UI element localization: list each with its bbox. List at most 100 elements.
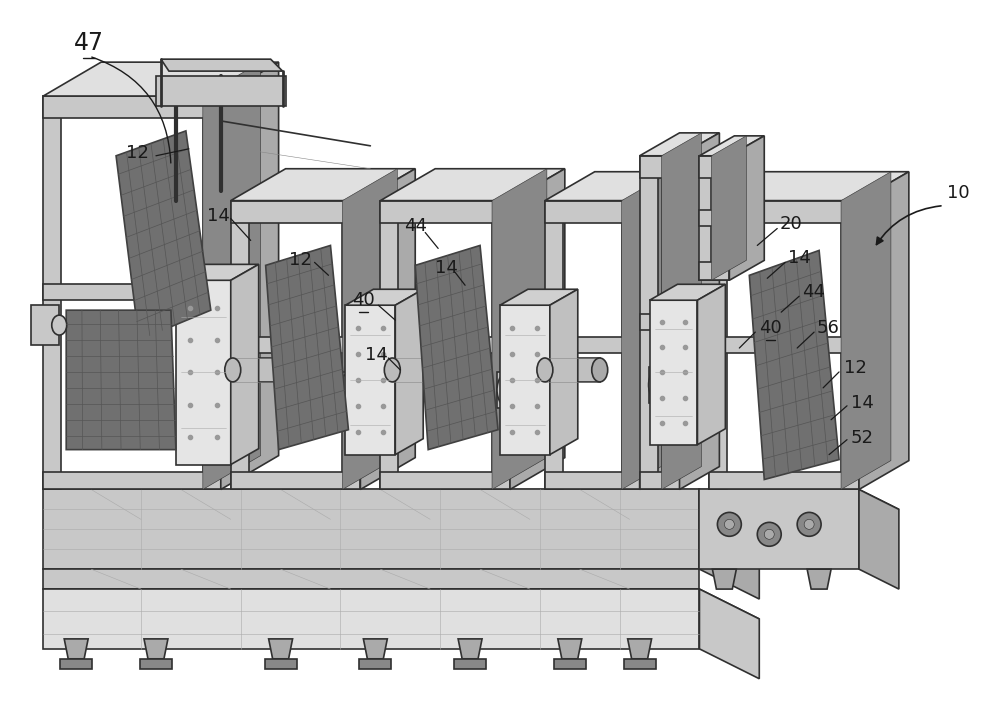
Polygon shape [395, 289, 423, 454]
Polygon shape [699, 489, 759, 599]
Polygon shape [640, 133, 719, 156]
Polygon shape [116, 131, 211, 340]
Polygon shape [43, 96, 221, 118]
Polygon shape [841, 172, 891, 489]
Bar [497, 372, 519, 408]
Ellipse shape [442, 358, 458, 382]
Polygon shape [176, 264, 259, 280]
Polygon shape [545, 201, 563, 489]
Text: 40: 40 [759, 319, 782, 337]
Polygon shape [640, 156, 658, 489]
Polygon shape [699, 136, 764, 156]
Polygon shape [66, 310, 176, 449]
Polygon shape [699, 156, 717, 280]
Polygon shape [221, 62, 279, 489]
Ellipse shape [225, 358, 241, 382]
Polygon shape [699, 156, 729, 178]
Text: 12: 12 [126, 144, 148, 162]
Ellipse shape [185, 383, 207, 417]
Circle shape [764, 529, 774, 539]
Polygon shape [554, 659, 586, 669]
Polygon shape [43, 589, 759, 619]
Polygon shape [231, 169, 415, 201]
Polygon shape [640, 314, 680, 330]
Polygon shape [510, 169, 565, 489]
Polygon shape [699, 489, 859, 570]
Polygon shape [622, 201, 640, 489]
FancyArrowPatch shape [876, 206, 941, 245]
Text: 12: 12 [289, 252, 312, 269]
Polygon shape [345, 305, 395, 454]
Circle shape [757, 523, 781, 546]
Ellipse shape [537, 358, 553, 382]
Circle shape [804, 519, 814, 529]
Polygon shape [269, 639, 293, 659]
Polygon shape [43, 96, 61, 489]
Polygon shape [231, 264, 259, 464]
Polygon shape [545, 358, 600, 382]
Text: 20: 20 [780, 215, 803, 232]
Polygon shape [699, 262, 729, 280]
Polygon shape [749, 250, 839, 479]
Polygon shape [176, 280, 231, 464]
Polygon shape [550, 289, 578, 454]
Polygon shape [363, 639, 387, 659]
Polygon shape [545, 337, 640, 353]
Polygon shape [709, 337, 859, 353]
Polygon shape [545, 172, 689, 201]
Polygon shape [711, 156, 729, 280]
Polygon shape [650, 300, 697, 444]
Text: 14: 14 [851, 394, 873, 412]
Polygon shape [680, 133, 719, 489]
Polygon shape [203, 62, 261, 489]
Ellipse shape [649, 368, 671, 402]
Polygon shape [140, 659, 172, 669]
Polygon shape [156, 76, 286, 106]
Circle shape [724, 519, 734, 529]
Polygon shape [709, 172, 909, 201]
Text: 14: 14 [365, 346, 388, 364]
Bar [43, 570, 699, 589]
Text: 14: 14 [435, 260, 458, 277]
Polygon shape [43, 62, 279, 96]
Polygon shape [454, 659, 486, 669]
Polygon shape [266, 245, 348, 449]
Polygon shape [43, 489, 699, 570]
Polygon shape [622, 172, 672, 489]
Polygon shape [342, 169, 397, 489]
Polygon shape [161, 59, 283, 71]
Text: 47: 47 [74, 31, 104, 55]
Polygon shape [415, 245, 498, 449]
Polygon shape [43, 471, 221, 489]
Polygon shape [43, 284, 221, 300]
Polygon shape [43, 589, 699, 649]
FancyArrowPatch shape [92, 57, 171, 163]
Polygon shape [380, 471, 510, 489]
Polygon shape [699, 210, 729, 225]
Polygon shape [841, 201, 859, 489]
Text: 52: 52 [850, 429, 873, 447]
Polygon shape [859, 489, 899, 589]
Polygon shape [709, 201, 727, 489]
Text: 56: 56 [817, 319, 840, 337]
Polygon shape [231, 201, 360, 223]
Ellipse shape [497, 373, 519, 407]
Polygon shape [650, 284, 725, 300]
Ellipse shape [592, 358, 608, 382]
Polygon shape [233, 358, 291, 382]
Polygon shape [380, 337, 510, 353]
Polygon shape [709, 471, 859, 489]
Polygon shape [640, 172, 689, 489]
Bar [649, 367, 671, 403]
Polygon shape [500, 289, 578, 305]
Text: 44: 44 [802, 283, 825, 301]
Polygon shape [64, 639, 88, 659]
Ellipse shape [384, 358, 400, 382]
Polygon shape [640, 156, 680, 178]
Text: 12: 12 [844, 359, 866, 377]
Polygon shape [558, 639, 582, 659]
Circle shape [797, 513, 821, 536]
Polygon shape [342, 201, 360, 489]
Polygon shape [662, 156, 680, 489]
Bar [185, 382, 207, 418]
